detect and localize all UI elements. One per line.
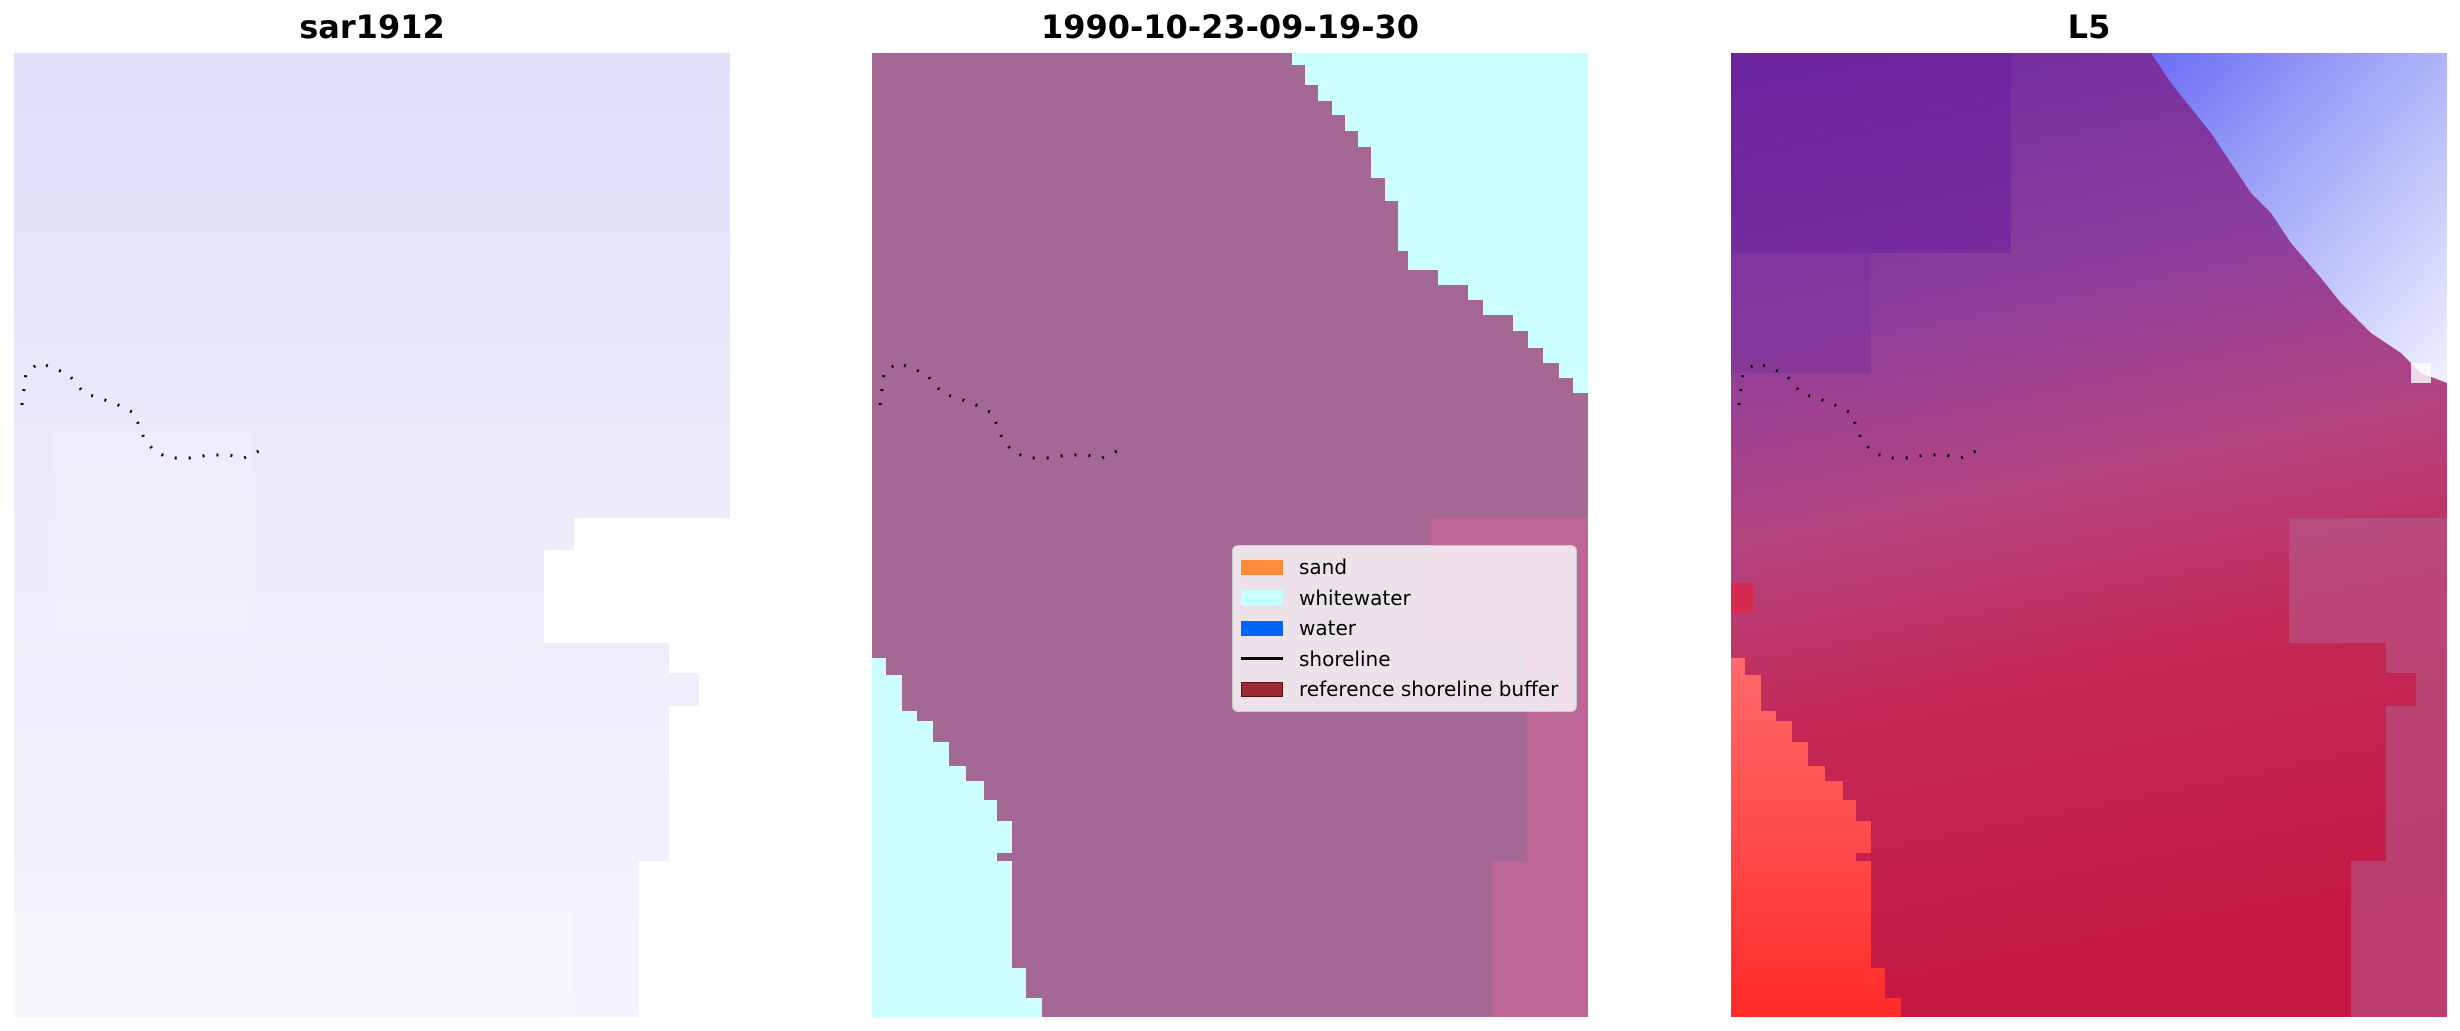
legend-swatch-water bbox=[1241, 620, 1283, 636]
legend-swatch-reference-buffer bbox=[1241, 681, 1283, 697]
legend-label: whitewater bbox=[1299, 585, 1411, 610]
classification-panel bbox=[872, 53, 1588, 1017]
classification-image bbox=[872, 53, 1588, 1017]
panel-title-l5: L5 bbox=[2067, 8, 2111, 46]
legend-label: water bbox=[1299, 616, 1356, 641]
legend-label: sand bbox=[1299, 555, 1348, 580]
legend: sand whitewater water shoreline referenc… bbox=[1232, 545, 1577, 712]
legend-swatch-whitewater bbox=[1241, 590, 1283, 606]
panel-title-sar: sar1912 bbox=[299, 8, 445, 46]
legend-swatch-sand bbox=[1241, 559, 1283, 575]
legend-label: shoreline bbox=[1299, 646, 1391, 671]
legend-item-shoreline: shoreline bbox=[1241, 644, 1568, 675]
legend-item-reference-buffer: reference shoreline buffer bbox=[1241, 674, 1568, 705]
legend-item-sand: sand bbox=[1241, 552, 1568, 583]
sar-image-panel bbox=[14, 53, 730, 1017]
legend-label: reference shoreline buffer bbox=[1299, 677, 1559, 702]
l5-image-panel bbox=[1731, 53, 2447, 1017]
sar-image bbox=[14, 53, 730, 1017]
legend-item-whitewater: whitewater bbox=[1241, 583, 1568, 614]
panel-title-classification: 1990-10-23-09-19-30 bbox=[1040, 8, 1420, 46]
l5-image bbox=[1731, 53, 2447, 1017]
legend-swatch-shoreline bbox=[1241, 657, 1283, 661]
legend-item-water: water bbox=[1241, 613, 1568, 644]
